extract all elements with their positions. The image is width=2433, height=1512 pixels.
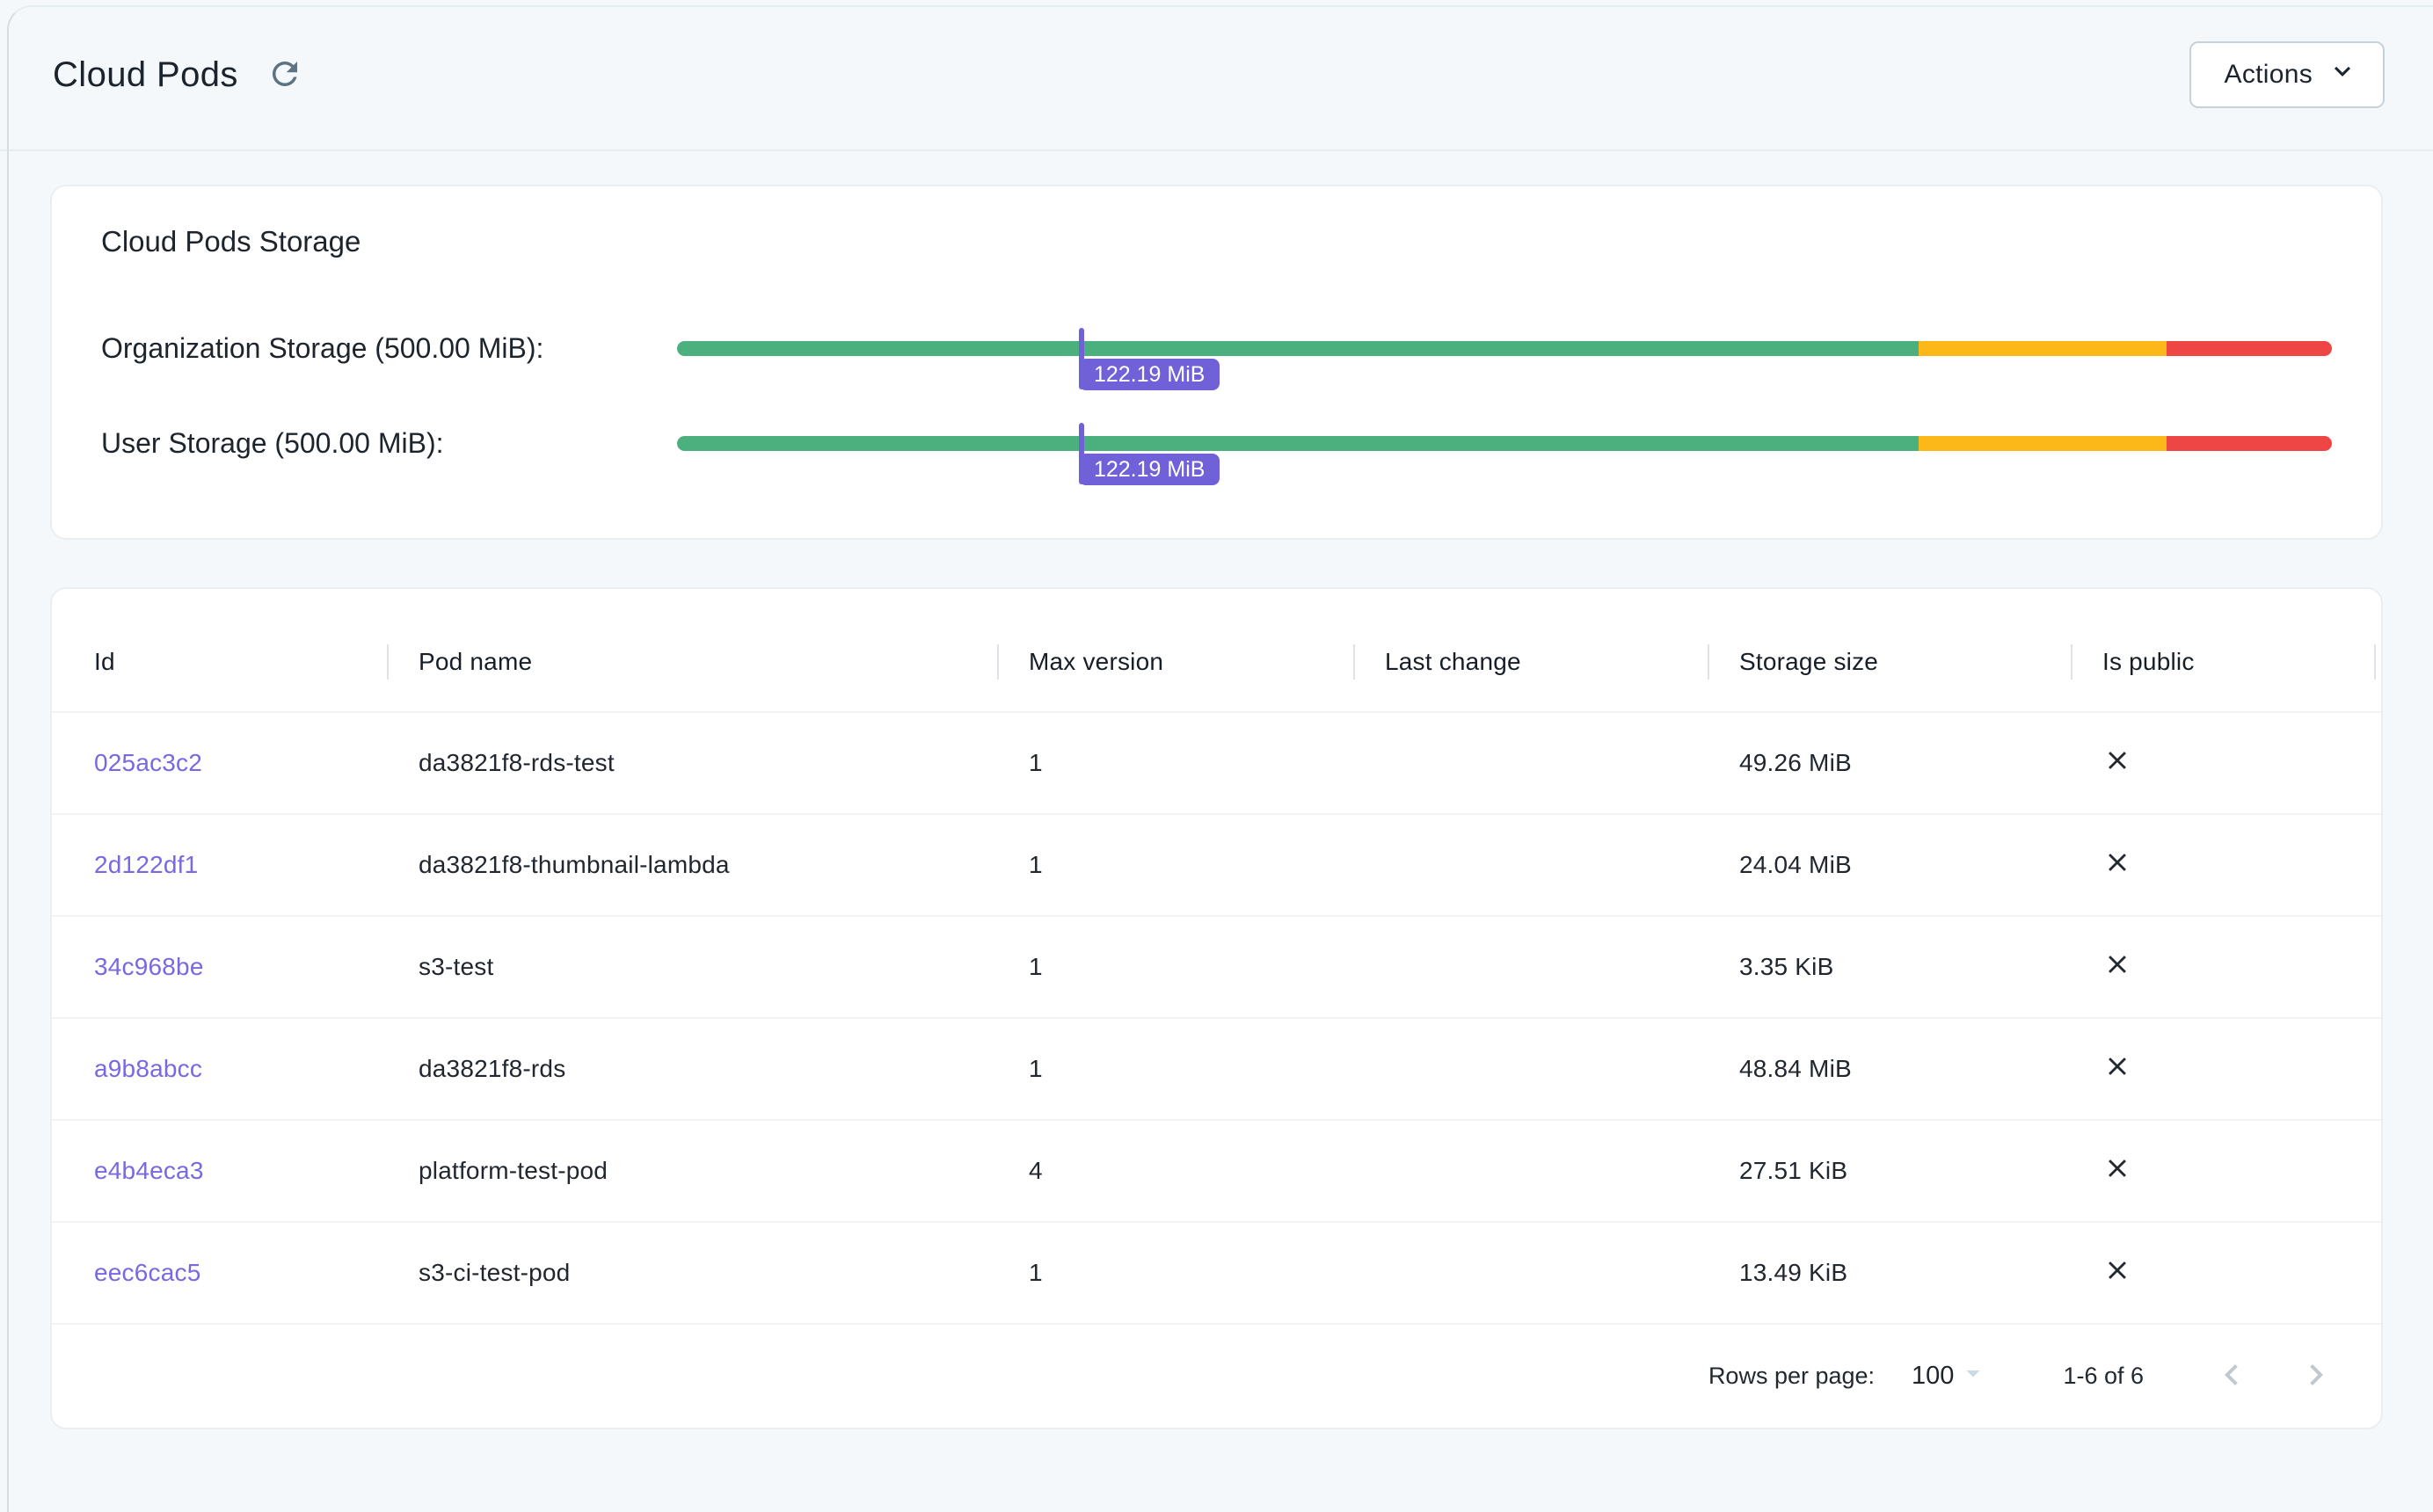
- storage-marker: [1078, 327, 1084, 389]
- pagination-range: 1-6 of 6: [2063, 1363, 2144, 1389]
- chevron-down-icon: [2327, 55, 2358, 94]
- is-public-cell: [2072, 847, 2376, 883]
- max-version-cell: 4: [1029, 1157, 1043, 1184]
- table-row: 34c968be s3-test 1 3.35 KiB: [52, 917, 2381, 1019]
- refresh-button[interactable]: [261, 50, 309, 100]
- storage-card: Cloud Pods Storage Organization Storage …: [50, 185, 2383, 540]
- storage-size-cell: 27.51 KiB: [1739, 1157, 1848, 1184]
- pod-id-link[interactable]: 025ac3c2: [94, 749, 203, 776]
- previous-page-button[interactable]: [2205, 1348, 2258, 1404]
- table-row: a9b8abcc da3821f8-rds 1 48.84 MiB: [52, 1019, 2381, 1121]
- pod-id-link[interactable]: eec6cac5: [94, 1259, 201, 1286]
- pod-name-cell: platform-test-pod: [419, 1157, 608, 1184]
- pod-name-cell: da3821f8-rds-test: [419, 749, 615, 776]
- chevron-left-icon: [2211, 1354, 2253, 1399]
- column-header-pod-name[interactable]: Pod name: [389, 612, 999, 711]
- pod-name-cell: s3-ci-test-pod: [419, 1259, 571, 1286]
- storage-size-cell: 48.84 MiB: [1739, 1055, 1852, 1082]
- user-storage-gauge: 122.19 MiB: [677, 422, 2332, 485]
- actions-button[interactable]: Actions: [2189, 41, 2385, 108]
- user-storage-label: User Storage (500.00 MiB):: [101, 426, 444, 459]
- storage-tooltip: 122.19 MiB: [1078, 453, 1220, 485]
- table-row: e4b4eca3 platform-test-pod 4 27.51 KiB: [52, 1121, 2381, 1223]
- actions-button-label: Actions: [2224, 60, 2313, 89]
- max-version-cell: 1: [1029, 1055, 1043, 1082]
- max-version-cell: 1: [1029, 749, 1043, 776]
- max-version-cell: 1: [1029, 1259, 1043, 1286]
- close-icon: [2102, 847, 2132, 883]
- rows-per-page-select[interactable]: 100: [1912, 1357, 1989, 1396]
- arrow-dropdown-icon: [1957, 1357, 1989, 1396]
- organization-storage-row: Organization Storage (500.00 MiB): 122.1…: [101, 306, 2332, 390]
- table-header-row: Id Pod name Max version Last change Stor…: [52, 612, 2381, 713]
- column-header-last-change[interactable]: Last change: [1355, 612, 1709, 711]
- rows-per-page-label: Rows per page:: [1708, 1363, 1876, 1389]
- gauge-segment-critical: [2166, 340, 2332, 356]
- gauge-segment-ok: [677, 435, 1919, 451]
- gauge-segment-warning: [1918, 340, 2167, 356]
- is-public-cell: [2072, 949, 2376, 985]
- pod-name-cell: da3821f8-thumbnail-lambda: [419, 851, 730, 878]
- column-header-id[interactable]: Id: [52, 612, 389, 711]
- rows-per-page-value: 100: [1912, 1362, 1955, 1390]
- close-icon: [2102, 949, 2132, 985]
- storage-card-title: Cloud Pods Storage: [101, 225, 361, 258]
- max-version-cell: 1: [1029, 953, 1043, 980]
- is-public-cell: [2072, 1153, 2376, 1189]
- storage-size-cell: 13.49 KiB: [1739, 1259, 1848, 1286]
- pod-id-link[interactable]: 2d122df1: [94, 851, 199, 878]
- main-content: Cloud Pods Storage Organization Storage …: [0, 151, 2433, 1429]
- pod-id-link[interactable]: 34c968be: [94, 953, 204, 980]
- column-header-storage-size[interactable]: Storage size: [1709, 612, 2072, 711]
- pods-table-card: Id Pod name Max version Last change Stor…: [50, 587, 2383, 1429]
- close-icon: [2102, 1255, 2132, 1291]
- organization-storage-gauge: 122.19 MiB: [677, 327, 2332, 390]
- chevron-right-icon: [2295, 1354, 2337, 1399]
- pod-name-cell: s3-test: [419, 953, 494, 980]
- table-pagination: Rows per page: 100 1-6 of 6: [52, 1325, 2381, 1428]
- close-icon: [2102, 1153, 2132, 1189]
- pod-id-link[interactable]: a9b8abcc: [94, 1055, 203, 1082]
- organization-storage-label: Organization Storage (500.00 MiB):: [101, 331, 544, 364]
- table-row: 025ac3c2 da3821f8-rds-test 1 49.26 MiB: [52, 713, 2381, 815]
- user-storage-row: User Storage (500.00 MiB): 122.19 MiB: [101, 401, 2332, 485]
- gauge-segment-ok: [677, 340, 1919, 356]
- pod-id-link[interactable]: e4b4eca3: [94, 1157, 204, 1184]
- page-header: Cloud Pods Actions: [0, 0, 2433, 151]
- storage-gauge-bar: [677, 435, 2332, 451]
- refresh-icon: [266, 55, 303, 95]
- table-row: eec6cac5 s3-ci-test-pod 1 13.49 KiB: [52, 1223, 2381, 1325]
- storage-size-cell: 49.26 MiB: [1739, 749, 1852, 776]
- is-public-cell: [2072, 1051, 2376, 1087]
- storage-marker: [1078, 422, 1084, 484]
- storage-gauge-bar: [677, 340, 2332, 356]
- pod-name-cell: da3821f8-rds: [419, 1055, 566, 1082]
- column-header-is-public[interactable]: Is public: [2072, 612, 2376, 711]
- close-icon: [2102, 745, 2132, 781]
- page-title: Cloud Pods: [53, 55, 238, 94]
- next-page-button[interactable]: [2290, 1348, 2342, 1404]
- storage-size-cell: 24.04 MiB: [1739, 851, 1852, 878]
- max-version-cell: 1: [1029, 851, 1043, 878]
- storage-tooltip: 122.19 MiB: [1078, 358, 1220, 390]
- gauge-segment-critical: [2166, 435, 2332, 451]
- gauge-segment-warning: [1918, 435, 2167, 451]
- is-public-cell: [2072, 745, 2376, 781]
- storage-size-cell: 3.35 KiB: [1739, 953, 1834, 980]
- table-row: 2d122df1 da3821f8-thumbnail-lambda 1 24.…: [52, 815, 2381, 917]
- column-header-max-version[interactable]: Max version: [999, 612, 1355, 711]
- is-public-cell: [2072, 1255, 2376, 1291]
- close-icon: [2102, 1051, 2132, 1087]
